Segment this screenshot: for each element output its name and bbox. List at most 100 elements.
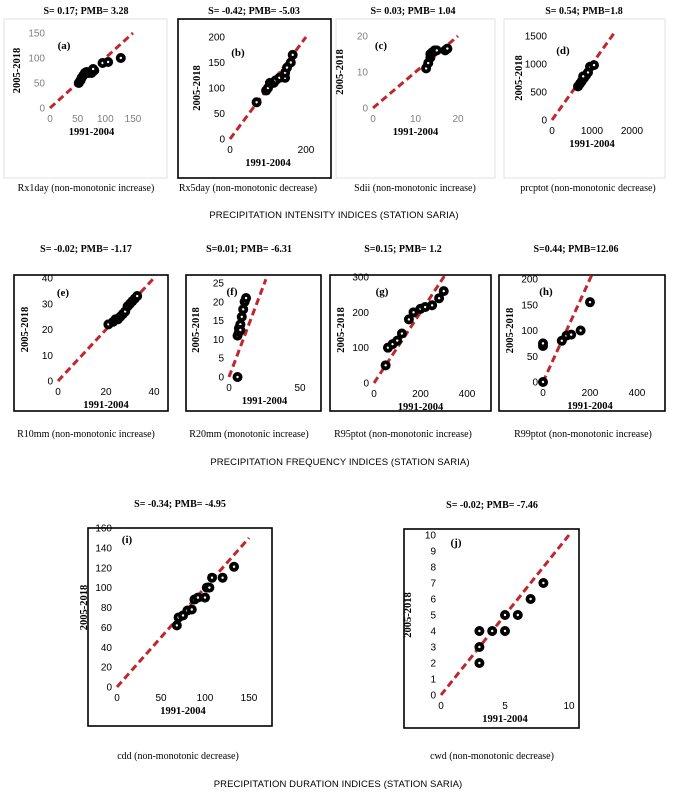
y-tick-label: 0 — [47, 377, 53, 388]
panel-d: S= 0.54; PMB=1.8 (d) 0 500 1000 1500 0 1000 2000… — [503, 6, 666, 194]
data-point-center — [478, 661, 481, 665]
y-tick-label: 140 — [95, 543, 112, 554]
y-tick-label: 100 — [352, 343, 369, 354]
x-axis-title: 1991-2004 — [398, 402, 444, 413]
panel-a: S= 0.17; PMB= 3.28 (a) 0 50 100 150 0 50 100 150 1… — [3, 6, 168, 194]
stat-label: S= -0.42; PMB= -5.03 — [208, 6, 300, 17]
data-point-center — [136, 294, 139, 298]
data-point-center — [210, 576, 214, 579]
y-tick-label: 0 — [218, 373, 224, 384]
x-tick-label: 0 — [226, 383, 232, 394]
data-point-center — [203, 596, 207, 599]
y-tick-label: 1000 — [525, 60, 548, 71]
x-tick-label: 10 — [410, 114, 422, 125]
panel-id-label: (i) — [122, 534, 133, 546]
panel-f: S=0.01; PMB= -6.31 (f) 0 5 10 15 20 25 0 50 1991-2… — [185, 244, 322, 440]
panel-caption: Sdii (non-monotonic increase) — [354, 183, 476, 194]
panel-i: S= -0.34; PMB= -4.95 (i) 0 20 40 60 80 100 120 14… — [79, 499, 273, 762]
y-tick-label: 20 — [213, 297, 225, 308]
reference-line-1to1 — [550, 31, 616, 121]
stat-label: S=0.01; PMB= -6.31 — [206, 244, 292, 255]
x-tick-label: 20 — [100, 387, 112, 398]
y-tick-label: 150 — [208, 58, 225, 69]
panel-id-label: (g) — [376, 286, 389, 298]
x-tick-label: 100 — [97, 114, 114, 125]
data-point-center — [516, 613, 519, 617]
data-point-center — [478, 629, 481, 633]
x-tick-label: 100 — [197, 693, 214, 704]
panel-id-label: (b) — [231, 47, 245, 59]
data-point-center — [412, 311, 415, 314]
y-tick-label: 10 — [42, 351, 54, 362]
x-axis-title: 1991-2004 — [567, 401, 613, 412]
reference-line-1to1 — [56, 276, 156, 383]
x-tick-label: 50 — [72, 114, 84, 125]
panel-b: S= -0.42; PMB= -5.03 (b) 0 50 100 150 200 0 200 1… — [177, 6, 332, 194]
panel-j: S= -0.02; PMB= -7.46 (j) 0 1 2 3 4 5 6 7 8 9 10 0 5 10 1… — [403, 500, 580, 762]
panel-id-label: (h) — [539, 286, 553, 298]
stat-label: S= -0.02; PMB= -1.17 — [40, 244, 132, 255]
stat-label: S=0.44; PMB=12.06 — [533, 244, 618, 255]
data-point-center — [196, 596, 200, 599]
x-tick-label: 0 — [549, 126, 555, 137]
data-point-center — [396, 339, 399, 342]
y-tick-label: 2 — [430, 659, 436, 670]
y-tick-label: 40 — [101, 643, 113, 654]
panel-caption: cdd (non-monotonic decrease) — [117, 751, 239, 762]
data-point-center — [560, 339, 563, 342]
x-tick-label: 200 — [298, 145, 315, 156]
data-point-center — [239, 323, 242, 326]
x-tick-label: 0 — [371, 389, 377, 400]
x-axis-title: 1991-2004 — [245, 158, 291, 169]
y-tick-label: 200 — [208, 33, 225, 44]
y-tick-label: 150 — [28, 29, 45, 40]
data-point-center — [529, 597, 532, 601]
stat-label: S= -0.34; PMB= -4.95 — [134, 499, 226, 510]
stat-label: S= -0.02; PMB= -7.46 — [446, 500, 538, 511]
x-axis-title: 1991-2004 — [482, 714, 528, 725]
y-tick-label: 200 — [521, 275, 538, 286]
data-point-center — [491, 629, 494, 633]
stat-label: S= 0.03; PMB= 1.04 — [370, 6, 455, 17]
x-axis-title: 1991-2004 — [69, 127, 115, 138]
data-point-center — [588, 300, 592, 304]
y-axis-title: 2005-2018 — [20, 307, 31, 353]
y-tick-label: 20 — [357, 32, 369, 43]
y-tick-label: 80 — [101, 603, 113, 614]
y-tick-label: 200 — [352, 308, 369, 319]
data-point-center — [181, 614, 185, 617]
panel-frame — [498, 274, 666, 412]
panel-e: S= -0.02; PMB= -1.17 (e) 0 10 20 30 40 0 20 40 199… — [13, 244, 169, 440]
y-tick-label: 10 — [425, 531, 437, 542]
y-tick-label: 6 — [430, 595, 436, 606]
y-tick-label: 0 — [39, 104, 45, 115]
data-point-center — [119, 56, 123, 60]
data-point-center — [391, 342, 394, 346]
panel-caption: R95ptot (non-monotonic increase) — [334, 429, 472, 440]
y-tick-label: 40 — [42, 274, 54, 285]
data-point-center — [285, 66, 289, 69]
panel-frame — [13, 274, 169, 412]
y-axis-title: 2005-2018 — [514, 55, 525, 101]
data-point-center — [442, 289, 445, 293]
y-tick-label: 160 — [95, 524, 112, 535]
panel-c: S= 0.03; PMB= 1.04 (c) 0 10 20 0 10 20 1991-2004… — [335, 6, 496, 194]
data-point-center — [407, 318, 411, 321]
x-axis-title: 1991-2004 — [569, 139, 615, 150]
panel-id-label: (f) — [227, 286, 238, 298]
x-tick-label: 200 — [412, 389, 429, 400]
panel-caption: Rx5day (non-monotonic decrease) — [179, 183, 317, 194]
panel-id-label: (a) — [58, 40, 71, 52]
x-tick-label: 150 — [125, 114, 142, 125]
data-point-center — [255, 101, 258, 104]
x-tick-label: 200 — [582, 388, 599, 399]
y-axis-title: 2005-2018 — [191, 307, 202, 353]
y-tick-label: 50 — [214, 109, 226, 120]
y-axis-title: 2005-2018 — [336, 307, 347, 353]
data-point-center — [437, 297, 441, 300]
data-point-center — [541, 380, 545, 384]
panel-frame — [3, 18, 168, 179]
y-axis-title: 2005-2018 — [79, 585, 90, 631]
section-title-intensity: PRECIPITATION INTENSITY INDICES (STATION… — [209, 210, 458, 221]
panel-caption: Rx1day (non-monotonic increase) — [18, 183, 155, 194]
